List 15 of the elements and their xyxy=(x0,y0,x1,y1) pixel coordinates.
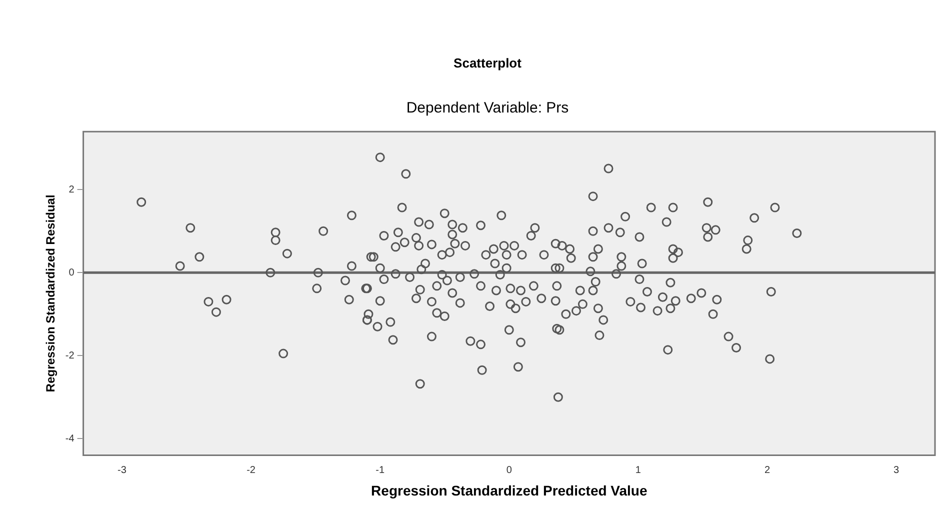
x-tick-label: -2 xyxy=(246,464,256,476)
y-tick-label: 2 xyxy=(68,184,75,196)
x-tick-label: 3 xyxy=(894,464,900,476)
y-tick-label: -4 xyxy=(65,433,75,444)
x-tick-label: 0 xyxy=(506,464,512,476)
x-tick-label: -1 xyxy=(376,464,385,476)
x-tick-label: 2 xyxy=(764,464,770,476)
chart-title: Scatterplot xyxy=(454,55,522,70)
x-tick-label: 1 xyxy=(635,464,642,476)
x-tick-label: -3 xyxy=(118,464,127,476)
y-tick-label: -2 xyxy=(65,350,75,362)
y-axis-title: Regression Standardized Residual xyxy=(44,194,58,392)
chart-subtitle: Dependent Variable: Prs xyxy=(406,100,569,117)
x-axis-title: Regression Standardized Predicted Value xyxy=(371,482,648,498)
y-tick-label: 0 xyxy=(68,267,75,278)
